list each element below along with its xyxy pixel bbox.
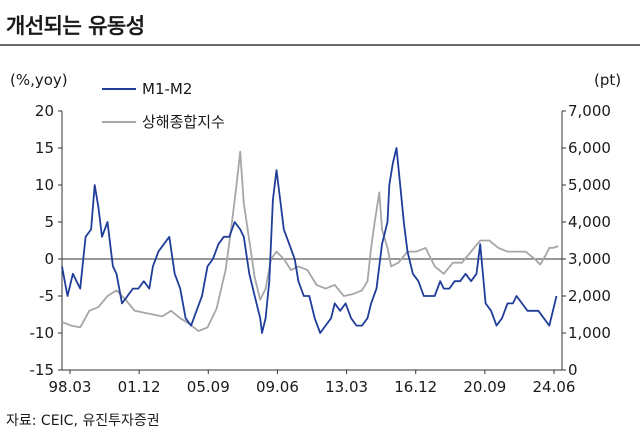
series-shanghai-line: [61, 150, 559, 333]
chart-legend: M1-M2 상해종합지수: [102, 80, 225, 131]
chart-axes: 20 15 10 5 0 -5 -10 -15 7,000 6,000 5,000 4,000 3,00…: [10, 71, 621, 396]
x-tick-label: 20.09: [463, 378, 506, 396]
source-note: 자료: CEIC, 유진투자증권: [6, 413, 160, 429]
x-tick-label: 13.03: [325, 378, 368, 396]
left-tick-label: 5: [44, 213, 54, 231]
x-tick-label: 09.06: [256, 378, 299, 396]
right-tick-label: 5,000: [568, 176, 611, 194]
x-tick-label: 01.12: [118, 378, 161, 396]
left-tick-label: -5: [39, 287, 54, 305]
series-m1m2-line: [61, 147, 558, 334]
right-tick-label: 3,000: [568, 250, 611, 268]
left-tick-label: 20: [35, 102, 54, 120]
left-axis-unit: (%,yoy): [10, 71, 68, 89]
title-divider: [0, 44, 640, 46]
right-tick-label: 4,000: [568, 213, 611, 231]
left-tick-label: 15: [35, 139, 54, 157]
right-tick-label: 2,000: [568, 287, 611, 305]
right-tick-label: 0: [568, 361, 578, 379]
x-tick-label: 05.09: [187, 378, 230, 396]
left-tick-label: 10: [35, 176, 54, 194]
right-axis-unit: (pt): [594, 71, 621, 89]
x-tick-label: 24.06: [533, 378, 576, 396]
right-tick-label: 6,000: [568, 139, 611, 157]
left-tick-label: 0: [44, 250, 54, 268]
chart-title: 개선되는 유동성: [6, 14, 145, 38]
right-tick-label: 7,000: [568, 102, 611, 120]
left-tick-label: -15: [30, 361, 55, 379]
left-tick-label: -10: [30, 324, 55, 342]
chart-series: [61, 147, 559, 334]
legend-label-m1m2: M1-M2: [142, 80, 192, 98]
legend-label-shanghai: 상해종합지수: [142, 113, 225, 131]
right-tick-label: 1,000: [568, 324, 611, 342]
line-chart: 20 15 10 5 0 -5 -10 -15 7,000 6,000 5,000 4,000 3,00…: [10, 71, 621, 396]
x-tick-label: 16.12: [394, 378, 437, 396]
x-tick-label: 98.03: [49, 378, 92, 396]
